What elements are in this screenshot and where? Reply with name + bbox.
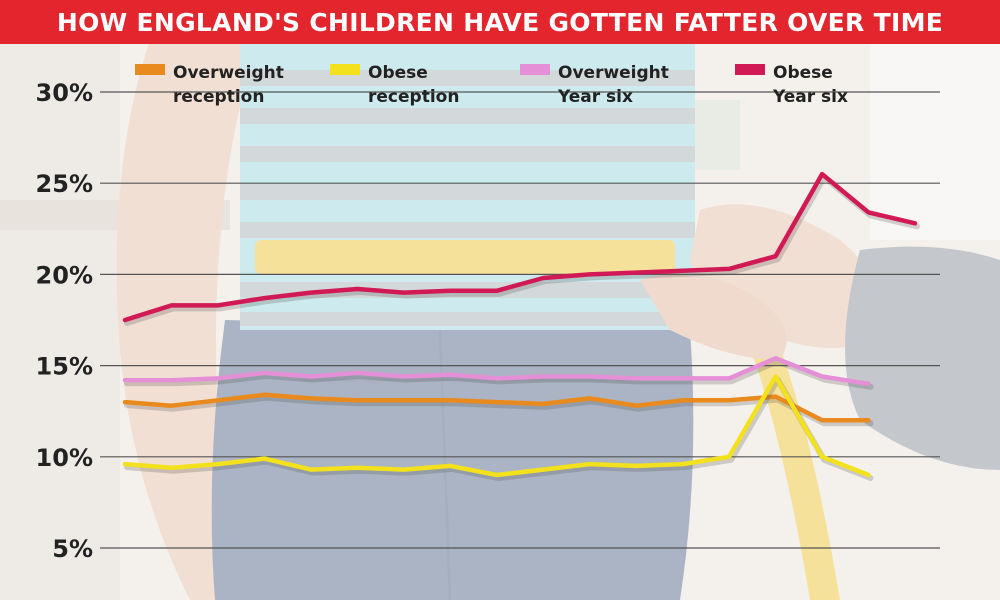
- legend-swatch: [135, 64, 165, 75]
- series-line-overweight-reception: [122, 392, 871, 423]
- series-line-obese-reception: [122, 374, 871, 478]
- series-shadow-1: [124, 376, 874, 481]
- legend-label: Overweight: [173, 63, 284, 83]
- y-tick-label: 25%: [36, 170, 93, 198]
- y-axis-ticks: 30% 25% 20% 15% 10% 5%: [36, 79, 93, 563]
- legend-swatch: [735, 64, 765, 75]
- series-shadow-3: [124, 174, 920, 326]
- chart-title: HOW ENGLAND'S CHILDREN HAVE GOTTEN FATTE…: [0, 0, 1000, 44]
- y-tick-label: 10%: [36, 444, 93, 472]
- y-tick-label: 20%: [36, 261, 93, 289]
- y-tick-label: 15%: [36, 353, 93, 381]
- y-tick-label: 5%: [52, 535, 93, 563]
- legend-label: Obese: [773, 63, 833, 83]
- gridlines: [100, 91, 940, 549]
- legend-label: Year six: [557, 87, 633, 107]
- legend-swatch: [330, 64, 360, 75]
- y-tick-label: 30%: [36, 79, 93, 107]
- legend-label: Obese: [368, 63, 428, 83]
- legend-label: reception: [173, 87, 264, 107]
- series-line-obese-year-six: [122, 171, 918, 323]
- legend-label: Year six: [772, 87, 848, 107]
- legend-label: Overweight: [558, 63, 669, 83]
- legend-swatch: [520, 64, 550, 75]
- series-shadow-0: [124, 394, 874, 427]
- legend: Overweight reception Obese reception Overwei…: [135, 63, 848, 107]
- series-lines: [122, 171, 920, 481]
- series-shadow-2: [124, 358, 874, 390]
- legend-label: reception: [368, 87, 459, 107]
- series-line-overweight-year-six: [122, 356, 871, 387]
